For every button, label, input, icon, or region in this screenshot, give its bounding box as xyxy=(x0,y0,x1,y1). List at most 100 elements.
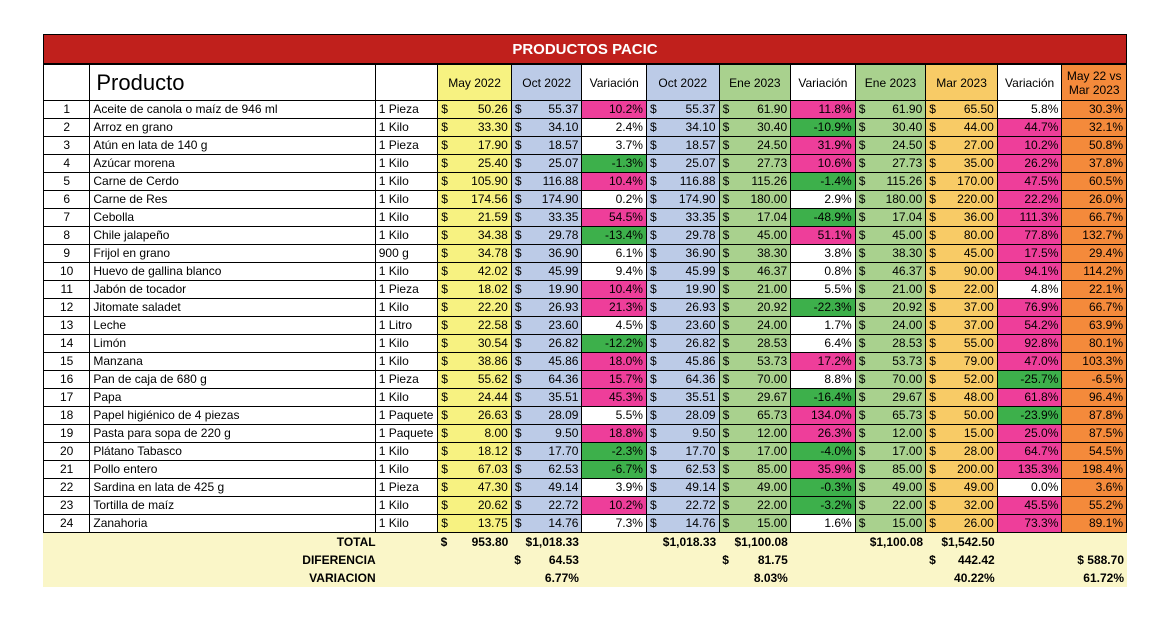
price-ene2023: $17.04 xyxy=(718,208,792,227)
price-may2022: $67.03 xyxy=(437,460,512,479)
price-ene2023-b: $115.26 xyxy=(854,172,927,191)
variacion-2-cell: 0.8% xyxy=(790,262,856,281)
price-ene2023: $29.67 xyxy=(718,388,792,407)
variacion-1-cell: 9.4% xyxy=(581,262,647,281)
variacion-3-cell: -23.9% xyxy=(996,406,1063,425)
product-unit: 1 Kilo xyxy=(374,208,439,227)
product-name: Pan de caja de 680 g xyxy=(89,370,376,389)
price-ene2023-b: $24.50 xyxy=(854,136,927,155)
variacion-3-cell: 47.5% xyxy=(996,172,1063,191)
variacion-total-cell: 3.6% xyxy=(1061,478,1127,497)
price-ene2023: $85.00 xyxy=(718,460,792,479)
table-row: 9 Frijol en grano 900 g $34.78 $36.90 6.1% $36… xyxy=(42,244,1127,263)
table-row: 14 Limón 1 Kilo $30.54 $26.82 -12.2% $26.82 $28… xyxy=(42,334,1127,353)
table-row: 5 Carne de Cerdo 1 Kilo $105.90 $116.88 10.4%… xyxy=(42,172,1127,191)
variacion-1-cell: 18.8% xyxy=(581,424,647,443)
variacion-1-cell: -6.7% xyxy=(581,460,647,479)
variacion-2-cell: 1.6% xyxy=(790,514,856,533)
total-row: TOTAL $953.80 $1,018.33 $1,018.33 $1,100… xyxy=(43,533,1127,551)
price-may2022: $24.44 xyxy=(437,388,512,407)
row-number: 6 xyxy=(42,190,91,209)
price-ene2023: $24.50 xyxy=(718,136,792,155)
variacion-1-cell: 2.4% xyxy=(581,118,647,137)
table-row: 17 Papa 1 Kilo $24.44 $35.51 45.3% $35.51 $29.6… xyxy=(42,388,1127,407)
product-name: Plátano Tabasco xyxy=(89,442,376,461)
row-number: 16 xyxy=(42,370,91,389)
price-ene2023-b: $38.30 xyxy=(854,244,927,263)
price-oct2022: $9.50 xyxy=(510,424,583,443)
table-row: 4 Azúcar morena 1 Kilo $25.40 $25.07 -1.3% $25… xyxy=(42,154,1127,173)
price-may2022: $25.40 xyxy=(437,154,512,173)
product-name: Atún en lata de 140 g xyxy=(89,136,376,155)
price-ene2023: $22.00 xyxy=(718,496,792,515)
price-may2022: $42.02 xyxy=(437,262,512,281)
diferencia-1: $64.53 xyxy=(511,551,582,569)
row-number: 14 xyxy=(42,334,91,353)
variacion-2-cell: 35.9% xyxy=(790,460,856,479)
price-oct2022: $18.57 xyxy=(510,136,583,155)
price-ene2023-b: $65.73 xyxy=(854,406,927,425)
variacion-1-cell: 5.5% xyxy=(581,406,647,425)
variacion-3-cell: 4.8% xyxy=(996,280,1063,299)
variacion-1-cell: 3.7% xyxy=(581,136,647,155)
price-oct2022-b: $33.35 xyxy=(645,208,720,227)
price-oct2022-b: $64.36 xyxy=(645,370,720,389)
variacion-2-cell: 134.0% xyxy=(790,406,856,425)
price-mar2023: $26.00 xyxy=(925,514,998,533)
variacion-1-cell: 3.9% xyxy=(581,478,647,497)
price-may2022: $34.38 xyxy=(437,226,512,245)
variacion-3-cell: 22.2% xyxy=(996,190,1063,209)
product-name: Papel higiénico de 4 piezas xyxy=(89,406,376,425)
price-oct2022: $17.70 xyxy=(510,442,583,461)
price-mar2023: $15.00 xyxy=(925,424,998,443)
price-oct2022-b: $49.14 xyxy=(645,478,720,497)
price-oct2022-b: $17.70 xyxy=(645,442,720,461)
col-header-producto: Producto xyxy=(89,64,376,101)
price-ene2023-b: $20.92 xyxy=(854,298,927,317)
variacion-total-cell: 87.5% xyxy=(1061,424,1127,443)
total-ene2023: $1,100.08 xyxy=(719,533,791,551)
col-header-num xyxy=(42,64,91,101)
product-unit: 1 Kilo xyxy=(374,172,439,191)
variacion-2-cell: -3.2% xyxy=(790,496,856,515)
product-unit: 1 Kilo xyxy=(374,388,439,407)
variacion-2-cell: 5.5% xyxy=(790,280,856,299)
row-number: 13 xyxy=(42,316,91,335)
col-header-variacion-2: Variación xyxy=(790,64,856,101)
diferencia-2: $81.75 xyxy=(719,551,791,569)
price-mar2023: $220.00 xyxy=(925,190,998,209)
row-number: 24 xyxy=(42,514,91,533)
product-unit: 1 Paquete xyxy=(374,424,439,443)
price-ene2023: $49.00 xyxy=(718,478,792,497)
total-ene2023-b: $1,100.08 xyxy=(855,533,927,551)
variacion-2-cell: 51.1% xyxy=(790,226,856,245)
price-may2022: $21.59 xyxy=(437,208,512,227)
variacion-total-cell: 198.4% xyxy=(1061,460,1127,479)
variacion-1-cell: 10.4% xyxy=(581,280,647,299)
variacion-1-cell: -12.2% xyxy=(581,334,647,353)
variacion-total-cell: 50.8% xyxy=(1061,136,1127,155)
price-oct2022: $29.78 xyxy=(510,226,583,245)
price-oct2022: $64.36 xyxy=(510,370,583,389)
price-oct2022-b: $19.90 xyxy=(645,280,720,299)
price-ene2023-b: $17.00 xyxy=(854,442,927,461)
price-may2022: $17.90 xyxy=(437,136,512,155)
variacion-total-cell: 132.7% xyxy=(1061,226,1127,245)
price-oct2022-b: $35.51 xyxy=(645,388,720,407)
variacion-1-cell: 10.2% xyxy=(581,100,647,119)
price-mar2023: $49.00 xyxy=(925,478,998,497)
product-name: Sardina en lata de 425 g xyxy=(89,478,376,497)
variacion-1-cell: 0.2% xyxy=(581,190,647,209)
product-name: Frijol en grano xyxy=(89,244,376,263)
product-name: Zanahoria xyxy=(89,514,376,533)
price-ene2023: $53.73 xyxy=(718,352,792,371)
price-oct2022: $35.51 xyxy=(510,388,583,407)
price-ene2023: $17.00 xyxy=(718,442,792,461)
price-oct2022: $36.90 xyxy=(510,244,583,263)
price-mar2023: $37.00 xyxy=(925,316,998,335)
price-may2022: $38.86 xyxy=(437,352,512,371)
price-ene2023: $45.00 xyxy=(718,226,792,245)
price-oct2022: $45.99 xyxy=(510,262,583,281)
price-ene2023-b: $46.37 xyxy=(854,262,927,281)
price-oct2022-b: $36.90 xyxy=(645,244,720,263)
